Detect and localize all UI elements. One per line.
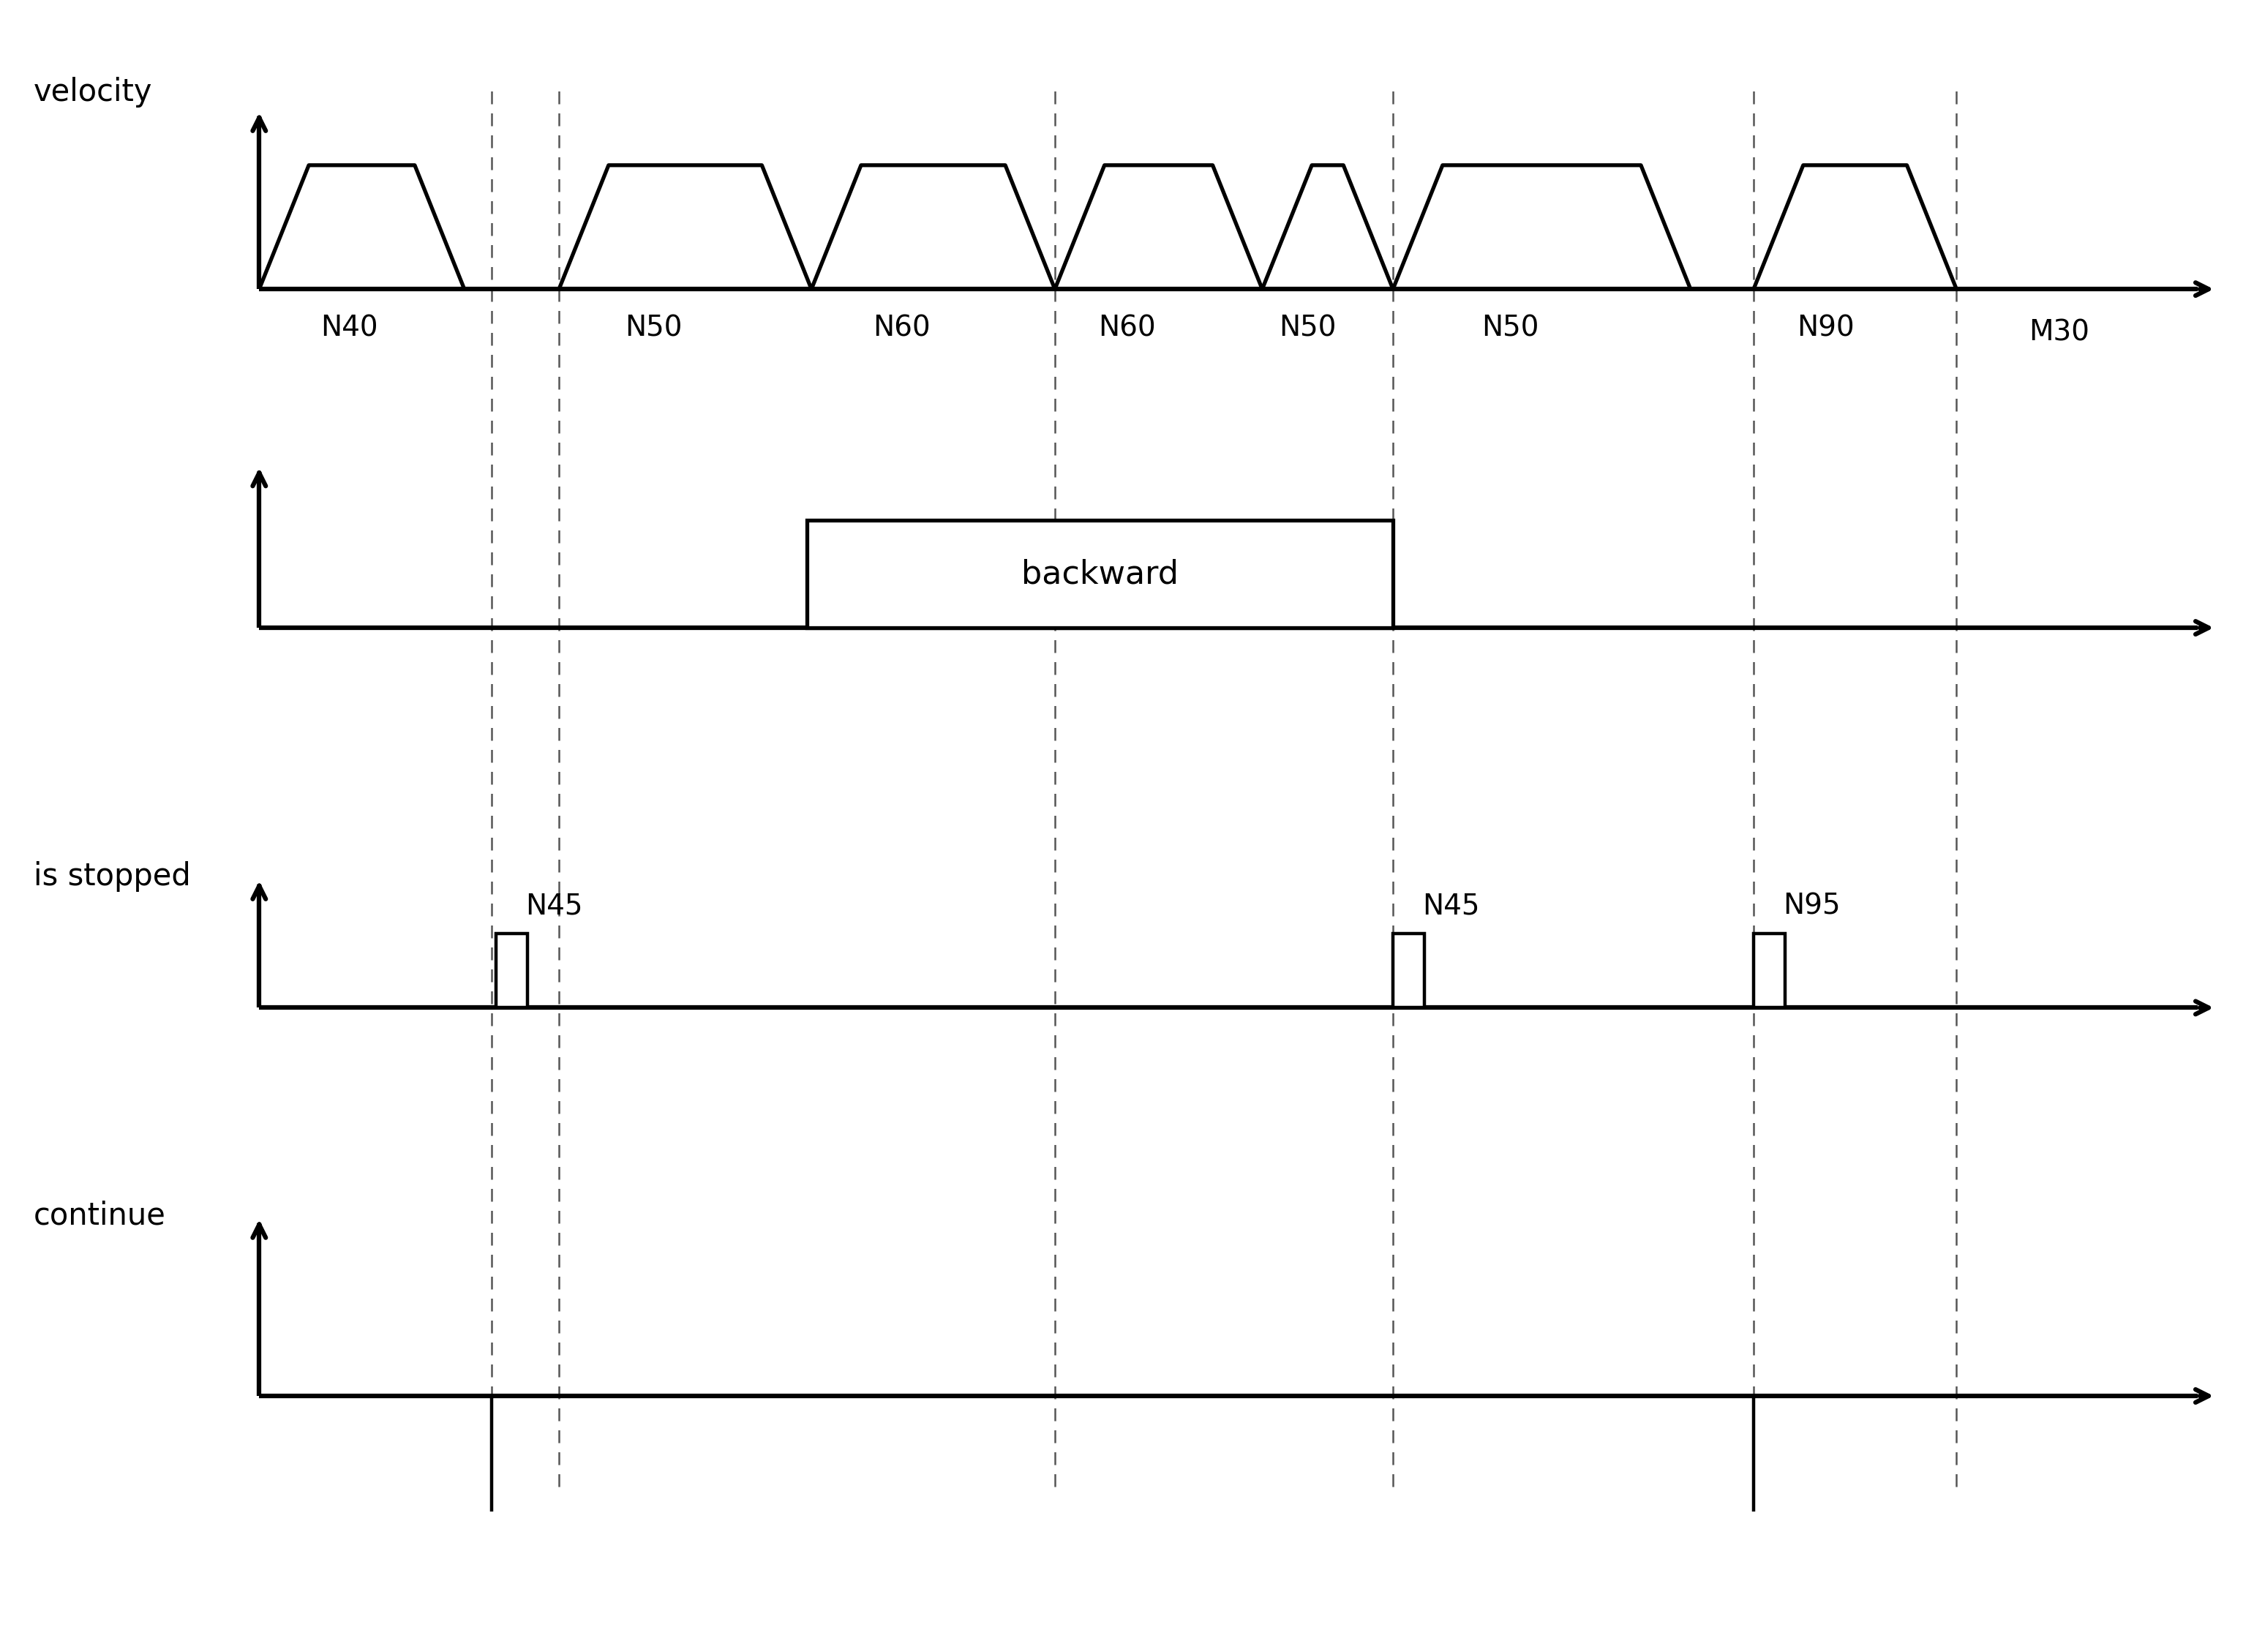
Text: backward: backward xyxy=(1021,558,1179,590)
Text: N95: N95 xyxy=(1783,892,1842,920)
Text: N40: N40 xyxy=(320,314,379,342)
Text: continue: continue xyxy=(34,1199,167,1231)
Text: N45: N45 xyxy=(525,892,582,920)
Text: N50: N50 xyxy=(1481,314,1539,342)
Text: N60: N60 xyxy=(872,314,931,342)
Bar xyxy=(1754,933,1785,1008)
Text: N45: N45 xyxy=(1422,892,1479,920)
Text: velocity: velocity xyxy=(34,76,153,107)
Bar xyxy=(496,933,527,1008)
Text: N90: N90 xyxy=(1796,314,1855,342)
Text: N60: N60 xyxy=(1098,314,1156,342)
Bar xyxy=(1393,933,1425,1008)
Text: M30: M30 xyxy=(2029,319,2089,347)
Text: is stopped: is stopped xyxy=(34,861,192,892)
Bar xyxy=(807,520,1393,628)
Text: N50: N50 xyxy=(624,314,683,342)
Text: N50: N50 xyxy=(1278,314,1337,342)
